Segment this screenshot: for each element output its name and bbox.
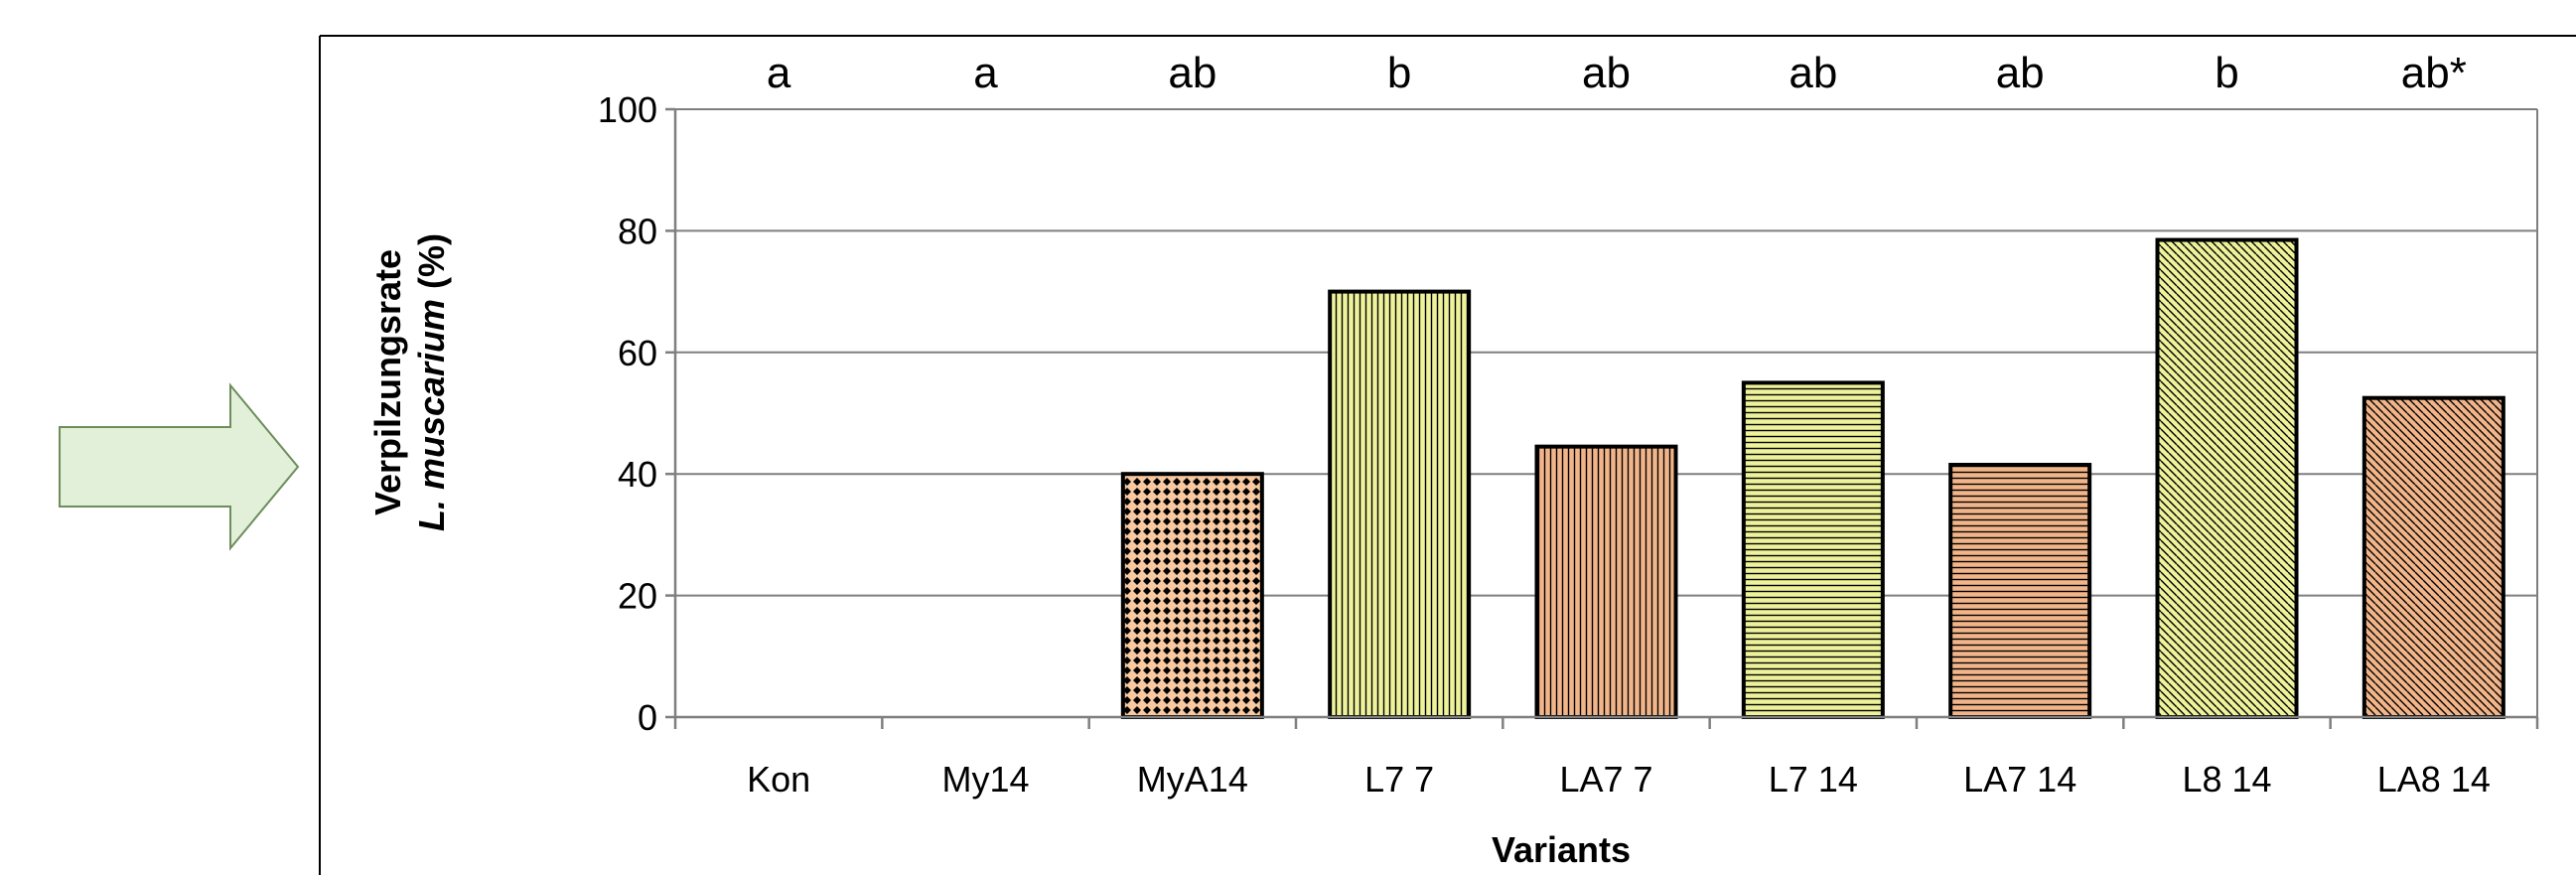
significance-letter: ab* <box>2401 49 2467 97</box>
y-axis-title-unit: (%) <box>411 233 452 299</box>
significance-letter: ab <box>1789 49 1837 97</box>
significance-letter: ab <box>1168 49 1216 97</box>
bar-pattern <box>1743 382 1883 717</box>
significance-letter: b <box>1387 49 1411 97</box>
y-axis-title-species: L. muscarium <box>411 299 452 531</box>
y-tick-label: 80 <box>618 211 657 251</box>
bar-pattern <box>1330 291 1470 717</box>
y-tick-label: 40 <box>618 454 657 495</box>
significance-letter: ab <box>1582 49 1631 97</box>
significance-letter: b <box>2215 49 2238 97</box>
y-tick-label: 60 <box>618 333 657 373</box>
x-tick-label: LA8 14 <box>2377 759 2491 800</box>
significance-letters: a a ab b ab ab ab b ab* <box>767 49 2467 97</box>
y-axis-title-line2: L. muscarium (%) <box>411 233 452 531</box>
bars-group <box>1120 237 2505 720</box>
y-tick-labels: 0 20 40 60 80 100 <box>598 89 657 738</box>
x-tick-label: L7 14 <box>1769 759 1858 800</box>
bar-pattern <box>1950 465 2090 717</box>
right-arrow-icon <box>59 382 300 551</box>
y-tick-label: 20 <box>618 576 657 617</box>
x-tick-label: Kon <box>747 759 810 800</box>
bar-pattern <box>1122 474 1262 717</box>
significance-letter: a <box>973 49 998 97</box>
x-tick-label: LA7 7 <box>1559 759 1652 800</box>
x-tick-label: L7 7 <box>1364 759 1434 800</box>
x-tick-label: MyA14 <box>1137 759 1248 800</box>
significance-letter: a <box>767 49 791 97</box>
x-axis-title: Variants <box>1492 829 1631 870</box>
y-axis-title: Verpilzungsrate L. muscarium (%) <box>367 233 452 531</box>
bar-pattern <box>2157 239 2297 717</box>
y-tick-label: 100 <box>598 89 657 130</box>
x-tick-labels: Kon My14 MyA14 L7 7 LA7 7 L7 14 LA7 14 L8 14 LA8… <box>747 759 2491 800</box>
bar-pattern <box>2363 397 2504 717</box>
x-tick-label: LA7 14 <box>1963 759 2076 800</box>
axes <box>665 107 2539 729</box>
y-axis-title-line1: Verpilzungsrate <box>367 249 408 515</box>
bar-pattern <box>1536 446 1676 717</box>
y-tick-label: 0 <box>638 697 657 738</box>
significance-letter: ab <box>1996 49 2045 97</box>
x-tick-label: L8 14 <box>2182 759 2271 800</box>
x-tick-label: My14 <box>941 759 1029 800</box>
